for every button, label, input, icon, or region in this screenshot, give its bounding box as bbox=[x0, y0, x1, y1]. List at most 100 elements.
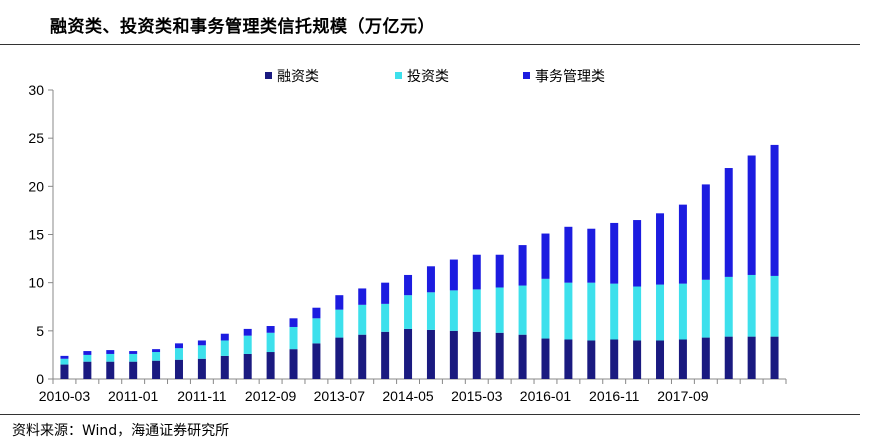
investment-bar bbox=[656, 284, 665, 341]
financing-bar bbox=[289, 349, 298, 379]
y-tick-label: 5 bbox=[36, 323, 44, 339]
management-bar bbox=[106, 350, 115, 354]
management-bar bbox=[83, 351, 92, 355]
management-bar bbox=[426, 266, 435, 293]
investment-bar bbox=[358, 304, 367, 335]
x-tick-label: 2016-11 bbox=[589, 388, 640, 404]
investment-bar bbox=[197, 345, 206, 359]
financing-bar bbox=[426, 329, 435, 379]
financing-bar bbox=[770, 336, 779, 379]
x-tick-label: 2016-01 bbox=[520, 388, 572, 404]
management-bar bbox=[60, 355, 69, 359]
financing-bar bbox=[472, 331, 481, 379]
legend-label: 事务管理类 bbox=[535, 69, 605, 85]
management-bar bbox=[381, 282, 390, 304]
investment-bar bbox=[174, 348, 183, 360]
financing-bar bbox=[449, 330, 458, 379]
management-bar bbox=[770, 144, 779, 276]
investment-bar bbox=[564, 282, 573, 340]
investment-bar bbox=[312, 318, 321, 344]
management-bar bbox=[197, 340, 206, 346]
management-bar bbox=[678, 204, 687, 284]
x-tick-label: 2010-03 bbox=[39, 388, 91, 404]
investment-bar bbox=[472, 289, 481, 332]
investment-bar bbox=[83, 354, 92, 362]
investment-bar bbox=[152, 352, 161, 361]
financing-bar bbox=[678, 339, 687, 379]
management-bar bbox=[495, 254, 504, 288]
financing-bar bbox=[656, 340, 665, 379]
management-bar bbox=[541, 233, 550, 279]
investment-bar bbox=[518, 285, 527, 335]
financing-bar bbox=[152, 360, 161, 379]
investment-bar bbox=[587, 282, 596, 341]
management-bar bbox=[610, 222, 619, 284]
financing-bar bbox=[404, 328, 413, 379]
investment-bar bbox=[678, 283, 687, 340]
management-bar bbox=[152, 349, 161, 353]
financing-bar bbox=[495, 332, 504, 379]
financing-bar bbox=[610, 339, 619, 379]
management-bar bbox=[724, 168, 733, 277]
investment-bar bbox=[129, 353, 138, 362]
investment-bar bbox=[60, 358, 69, 365]
financing-bar bbox=[106, 361, 115, 379]
financing-bar bbox=[541, 338, 550, 379]
x-tick-label: 2012-09 bbox=[245, 388, 297, 404]
investment-bar bbox=[335, 309, 344, 338]
legend-label: 融资类 bbox=[277, 69, 319, 85]
management-bar bbox=[633, 220, 642, 287]
x-tick-label: 2013-07 bbox=[314, 388, 366, 404]
y-tick-label: 30 bbox=[28, 82, 44, 98]
financing-bar bbox=[633, 340, 642, 379]
financing-bar bbox=[197, 358, 206, 379]
x-tick-label: 2014-05 bbox=[382, 388, 434, 404]
financing-bar bbox=[312, 343, 321, 379]
management-bar bbox=[312, 307, 321, 319]
management-bar bbox=[335, 295, 344, 310]
source-note: 资料来源：Wind，海通证券研究所 bbox=[12, 423, 230, 439]
legend-swatch bbox=[265, 72, 272, 79]
financing-bar bbox=[564, 339, 573, 379]
title-divider bbox=[0, 44, 860, 45]
financing-bar bbox=[747, 336, 756, 379]
y-tick-label: 0 bbox=[36, 371, 44, 387]
financing-bar bbox=[701, 337, 710, 379]
investment-bar bbox=[541, 278, 550, 339]
legend-swatch bbox=[395, 72, 402, 79]
management-bar bbox=[289, 318, 298, 327]
management-bar bbox=[701, 184, 710, 280]
y-tick-label: 10 bbox=[28, 275, 44, 291]
financing-bar bbox=[243, 353, 252, 379]
financing-bar bbox=[358, 334, 367, 379]
financing-bar bbox=[335, 337, 344, 379]
management-bar bbox=[358, 288, 367, 305]
investment-bar bbox=[495, 287, 504, 333]
management-bar bbox=[243, 328, 252, 336]
management-bar bbox=[518, 245, 527, 286]
management-bar bbox=[404, 274, 413, 296]
management-bar bbox=[449, 259, 458, 291]
management-bar bbox=[220, 333, 229, 341]
financing-bar bbox=[587, 340, 596, 379]
investment-bar bbox=[426, 292, 435, 330]
x-tick-label: 2011-11 bbox=[177, 388, 227, 404]
management-bar bbox=[472, 254, 481, 290]
x-tick-label: 2011-01 bbox=[108, 388, 159, 404]
management-bar bbox=[656, 213, 665, 285]
investment-bar bbox=[266, 332, 275, 353]
management-bar bbox=[129, 351, 138, 354]
investment-bar bbox=[381, 303, 390, 332]
investment-bar bbox=[289, 326, 298, 350]
financing-bar bbox=[129, 361, 138, 379]
footer-divider bbox=[0, 414, 860, 415]
investment-bar bbox=[404, 295, 413, 329]
y-tick-label: 15 bbox=[28, 227, 44, 243]
x-tick-label: 2015-03 bbox=[451, 388, 503, 404]
financing-bar bbox=[266, 352, 275, 379]
management-bar bbox=[266, 326, 275, 333]
investment-bar bbox=[724, 276, 733, 337]
chart-title: 融资类、投资类和事务管理类信托规模（万亿元） bbox=[50, 17, 435, 37]
x-tick-label: 2017-09 bbox=[657, 388, 709, 404]
